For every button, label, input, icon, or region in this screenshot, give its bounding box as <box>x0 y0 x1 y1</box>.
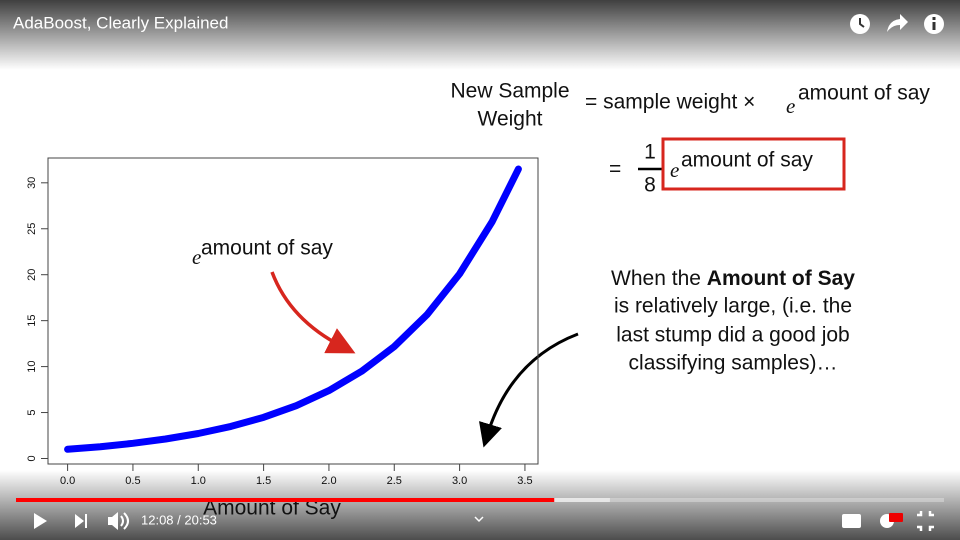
y-tick-label: 0 <box>26 455 38 461</box>
icon-detail <box>859 18 865 28</box>
highlight-box <box>661 137 846 191</box>
captions-button[interactable] <box>842 514 861 528</box>
formula-text: e <box>670 158 679 182</box>
formula-text: Weight <box>478 108 543 131</box>
hd-badge <box>889 513 903 522</box>
x-axis-label: Amount of Say <box>203 497 341 520</box>
y-tick-label: 25 <box>26 223 38 235</box>
y-tick-label: 15 <box>26 315 38 327</box>
y-tick-label: 5 <box>26 409 38 415</box>
progress-bar[interactable] <box>16 498 944 502</box>
note-text: When the <box>611 267 707 290</box>
time-display: 12:08 / 20:53 <box>141 512 217 527</box>
y-tick-label: 10 <box>26 360 38 372</box>
y-tick-label: 20 <box>26 269 38 281</box>
formula-text: e <box>786 94 795 118</box>
formula-text: 8 <box>644 174 656 197</box>
progress-played <box>16 498 555 502</box>
curve-label: amount of say <box>201 237 333 260</box>
formula-text: = <box>609 158 621 181</box>
note-bold: Amount of Say <box>707 267 855 290</box>
next-button[interactable] <box>75 514 87 528</box>
arrow <box>270 271 356 354</box>
volume-button[interactable] <box>108 512 118 530</box>
formula-text: = sample weight × <box>585 91 755 114</box>
slide: New Sample Weight = sample weight × e am… <box>26 80 931 487</box>
note-text: is relatively large, (i.e. the <box>614 295 852 318</box>
formula-text: 1 <box>644 141 656 164</box>
top-icons <box>850 14 944 34</box>
video-title[interactable]: AdaBoost, Clearly Explained <box>13 13 228 32</box>
bottom-gradient <box>0 470 960 540</box>
curve <box>64 165 522 453</box>
curve-label: e <box>192 245 201 269</box>
exit-fullscreen-button[interactable] <box>917 511 934 531</box>
plot-box <box>47 157 539 465</box>
arrow <box>478 332 579 448</box>
top-gradient <box>0 0 960 70</box>
icon-detail <box>932 17 936 20</box>
share-icon[interactable] <box>887 14 908 32</box>
note-text: When the Amount of Say <box>611 267 855 290</box>
volume-waves <box>120 512 129 530</box>
formula-text: amount of say <box>681 149 813 172</box>
note-text: last stump did a good job <box>616 324 849 347</box>
formula-text: New Sample <box>450 80 569 103</box>
y-tick-label: 30 <box>26 177 38 189</box>
icon-detail <box>932 22 936 30</box>
formula-text: amount of say <box>798 82 930 105</box>
controls: 12:08 / 20:53 <box>34 511 934 531</box>
chevron[interactable] <box>474 516 484 523</box>
play-button[interactable] <box>34 513 47 529</box>
note-text: classifying samples)… <box>629 352 838 375</box>
